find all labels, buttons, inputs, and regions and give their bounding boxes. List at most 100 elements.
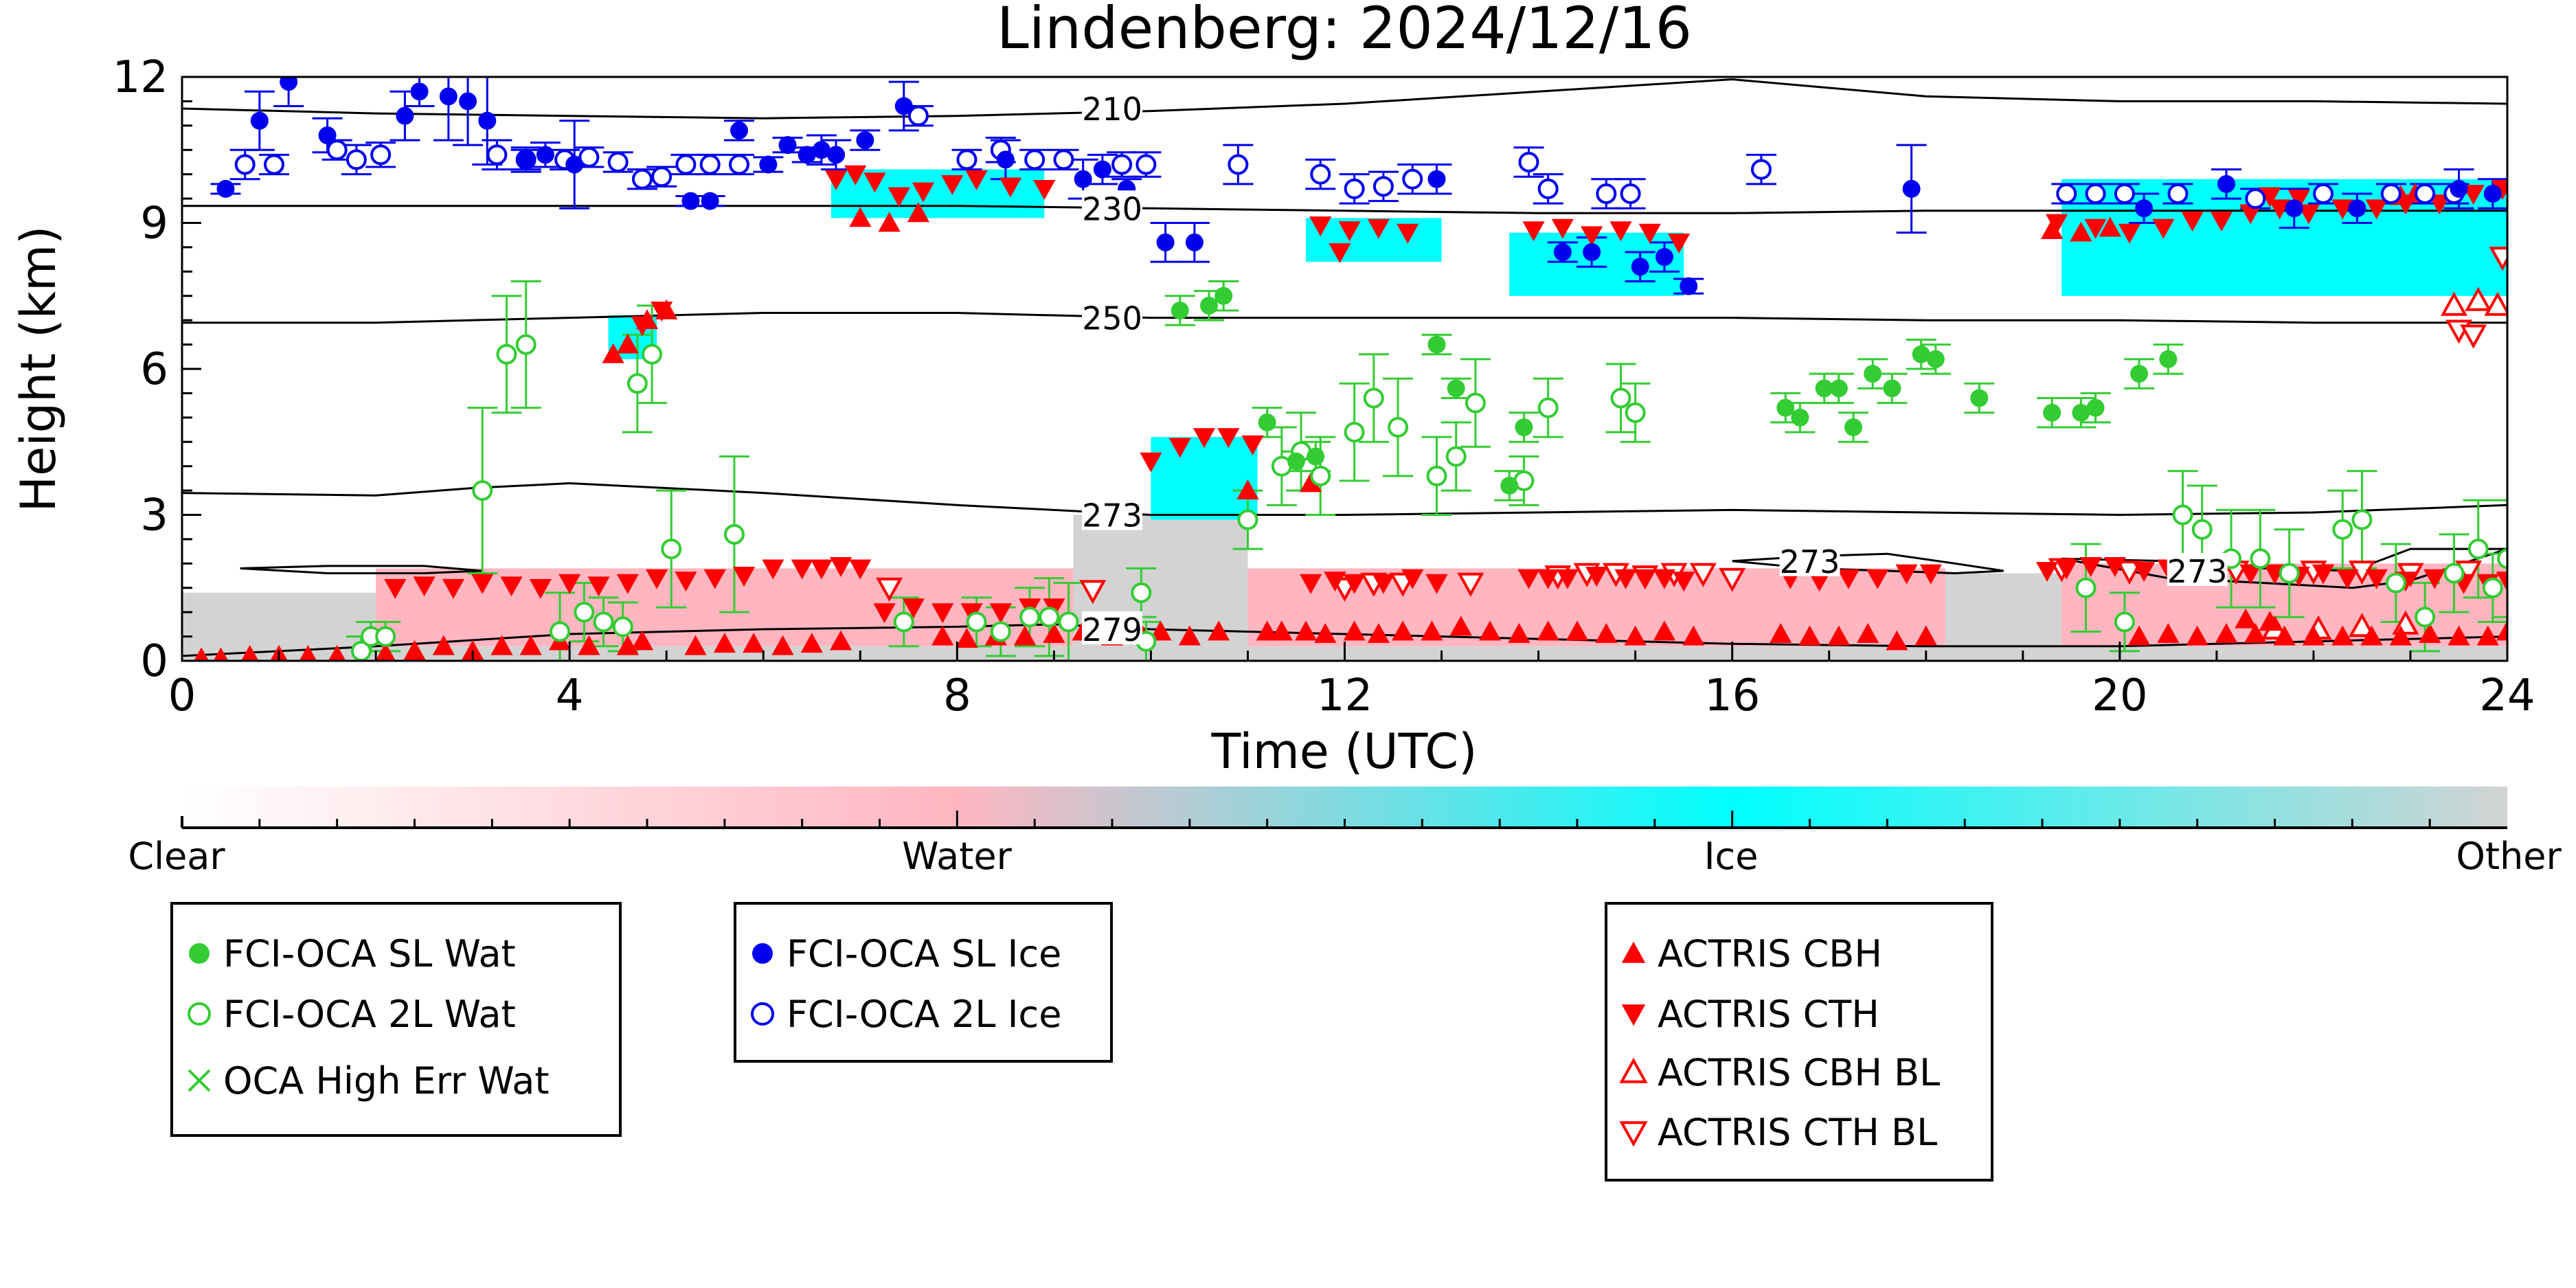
point-cbh-21 bbox=[771, 635, 794, 655]
point-tl_wat-10 bbox=[626, 373, 648, 394]
point-tl_ice-24 bbox=[1344, 178, 1365, 199]
point-cth-29 bbox=[1241, 435, 1264, 455]
y-axis-label: Height (km) bbox=[10, 226, 67, 512]
point-cbh-27 bbox=[931, 625, 954, 646]
point-tl_ice-0 bbox=[234, 154, 256, 175]
point-sl_wat-11 bbox=[1791, 408, 1809, 427]
point-sl_wat-24 bbox=[2159, 350, 2178, 368]
isotherm-label-5: 273 bbox=[2167, 553, 2228, 590]
point-sl_ice-12 bbox=[681, 192, 700, 210]
point-cth-40 bbox=[1614, 569, 1637, 589]
point-sl_wat-8 bbox=[1500, 477, 1519, 495]
point-sl_ice-31 bbox=[1631, 258, 1649, 276]
point-cth-1 bbox=[413, 576, 436, 597]
point-tl_wat-26 bbox=[1344, 422, 1365, 443]
legend-symbol-cth_bl bbox=[1619, 1121, 1648, 1147]
point-sl_ice-14 bbox=[730, 121, 748, 139]
isotherm-label-0: 210 bbox=[1082, 91, 1142, 128]
point-cth-34 bbox=[1401, 569, 1424, 589]
isotherm-label-bg-4 bbox=[1779, 543, 1840, 576]
colorbar-label-water: Water bbox=[902, 835, 1012, 878]
point-cth-68 bbox=[2496, 572, 2507, 592]
point-cbh-1 bbox=[213, 647, 229, 661]
point-cbh-31 bbox=[1043, 622, 1065, 643]
point-tl_ice-26 bbox=[1402, 168, 1423, 190]
point-tl_wat-31 bbox=[1465, 392, 1486, 414]
point-cbh-69 bbox=[2244, 622, 2267, 643]
point-cth-32 bbox=[1343, 574, 1366, 594]
point-tl_ice-35 bbox=[2167, 183, 2189, 204]
point-cth-4 bbox=[500, 576, 523, 597]
point-sl_wat-9 bbox=[1515, 418, 1533, 436]
legend-label-2l-wat: FCI-OCA 2L Wat bbox=[223, 993, 516, 1036]
point-cth-17 bbox=[849, 559, 872, 580]
point-cth-25 bbox=[1140, 452, 1162, 473]
point-cbh-37 bbox=[1208, 620, 1230, 641]
point-cbh-20 bbox=[743, 633, 765, 653]
legend-symbol-tl_ice bbox=[751, 1002, 774, 1026]
point-tl_ice-15 bbox=[907, 105, 929, 126]
point-cbh-7 bbox=[403, 640, 426, 660]
point-tl_ice-25 bbox=[1372, 176, 1394, 197]
legend-marker-2l-ice bbox=[751, 1002, 774, 1026]
point-cbh-47 bbox=[1449, 615, 1472, 636]
y-tick-label-2: 6 bbox=[140, 344, 168, 395]
point-cth-71 bbox=[863, 172, 886, 193]
point-cth-97 bbox=[2331, 199, 2354, 220]
point-cbh-70 bbox=[2273, 625, 2296, 646]
legend-marker-high-err-wat bbox=[188, 1069, 211, 1092]
point-cth-45 bbox=[1808, 572, 1831, 592]
point-tl_ice-22 bbox=[1228, 154, 1249, 175]
point-sl_ice-1 bbox=[250, 111, 269, 130]
point-cbh-61 bbox=[1914, 625, 1937, 646]
point-cbh_bl-1 bbox=[2465, 286, 2492, 311]
point-cth-81 bbox=[1397, 223, 1419, 244]
point-cth-11 bbox=[703, 569, 726, 589]
point-cbh-28 bbox=[956, 628, 978, 648]
point-sl_ice-40 bbox=[2483, 185, 2502, 203]
legend-symbol-sl_wat bbox=[189, 943, 210, 964]
point-tl_wat-39 bbox=[2191, 519, 2213, 540]
point-cbh-65 bbox=[2127, 625, 2151, 646]
point-cth-76 bbox=[999, 177, 1022, 198]
point-sl_wat-10 bbox=[1776, 398, 1795, 417]
isotherm-labels: 210 230 250 273 273 273 279 bbox=[1082, 91, 2228, 648]
point-sl_ice-7 bbox=[459, 92, 477, 111]
point-tl_wat-44 bbox=[2351, 509, 2373, 530]
point-cbh-80 bbox=[631, 630, 654, 651]
legend-marker-cth bbox=[1621, 1004, 1646, 1026]
point-cbh-54 bbox=[1653, 620, 1676, 641]
point-tl_wat-6 bbox=[550, 621, 571, 642]
point-cbh-15 bbox=[616, 333, 639, 354]
point-tl_wat-22 bbox=[1237, 509, 1258, 530]
x-tick-label-1: 4 bbox=[556, 670, 584, 721]
point-cth-7 bbox=[587, 576, 610, 597]
legend-marker-cth-bl bbox=[1619, 1121, 1648, 1147]
point-sl_wat-13 bbox=[1829, 379, 1848, 398]
point-tl_wat-30 bbox=[1445, 446, 1467, 467]
colorbar-label-other: Other bbox=[2456, 835, 2562, 878]
point-cth-100 bbox=[2428, 194, 2451, 215]
point-sl_wat-5 bbox=[1307, 447, 1325, 466]
point-tl_wat-36 bbox=[2075, 577, 2097, 598]
point-cbh-63 bbox=[2070, 221, 2092, 242]
point-cth-87 bbox=[1667, 233, 1691, 253]
point-cbh-9 bbox=[462, 640, 484, 660]
point-tl_wat-37 bbox=[2114, 611, 2135, 633]
point-cth-0 bbox=[384, 578, 407, 599]
point-tl_ice-12 bbox=[675, 154, 697, 175]
legend-label-2l-ice: FCI-OCA 2L Ice bbox=[787, 993, 1061, 1036]
point-cth-86 bbox=[1638, 223, 1661, 244]
point-cbh_bl-5 bbox=[2348, 613, 2375, 637]
legend-label-cth: ACTRIS CTH bbox=[1658, 993, 1879, 1036]
point-cth-77 bbox=[1033, 180, 1056, 201]
point-sl_ice-0 bbox=[216, 179, 235, 198]
y-tick-label-4: 12 bbox=[113, 52, 168, 103]
point-cth-13 bbox=[762, 559, 784, 580]
point-sl_wat-17 bbox=[1912, 345, 1930, 363]
point-tl_wat-46 bbox=[2415, 607, 2436, 628]
point-tl_ice-4 bbox=[370, 144, 392, 166]
point-cbh-55 bbox=[1682, 625, 1705, 646]
point-tl_ice-30 bbox=[1620, 183, 1641, 204]
point-cth-28 bbox=[1217, 428, 1240, 449]
